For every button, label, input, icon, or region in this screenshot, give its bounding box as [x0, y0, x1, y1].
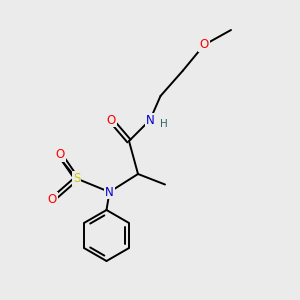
- Text: N: N: [105, 185, 114, 199]
- Text: O: O: [48, 193, 57, 206]
- Text: O: O: [106, 113, 116, 127]
- Text: N: N: [146, 113, 154, 127]
- Text: O: O: [56, 148, 64, 161]
- Text: H: H: [160, 118, 167, 129]
- Text: O: O: [200, 38, 208, 52]
- Text: S: S: [73, 172, 80, 185]
